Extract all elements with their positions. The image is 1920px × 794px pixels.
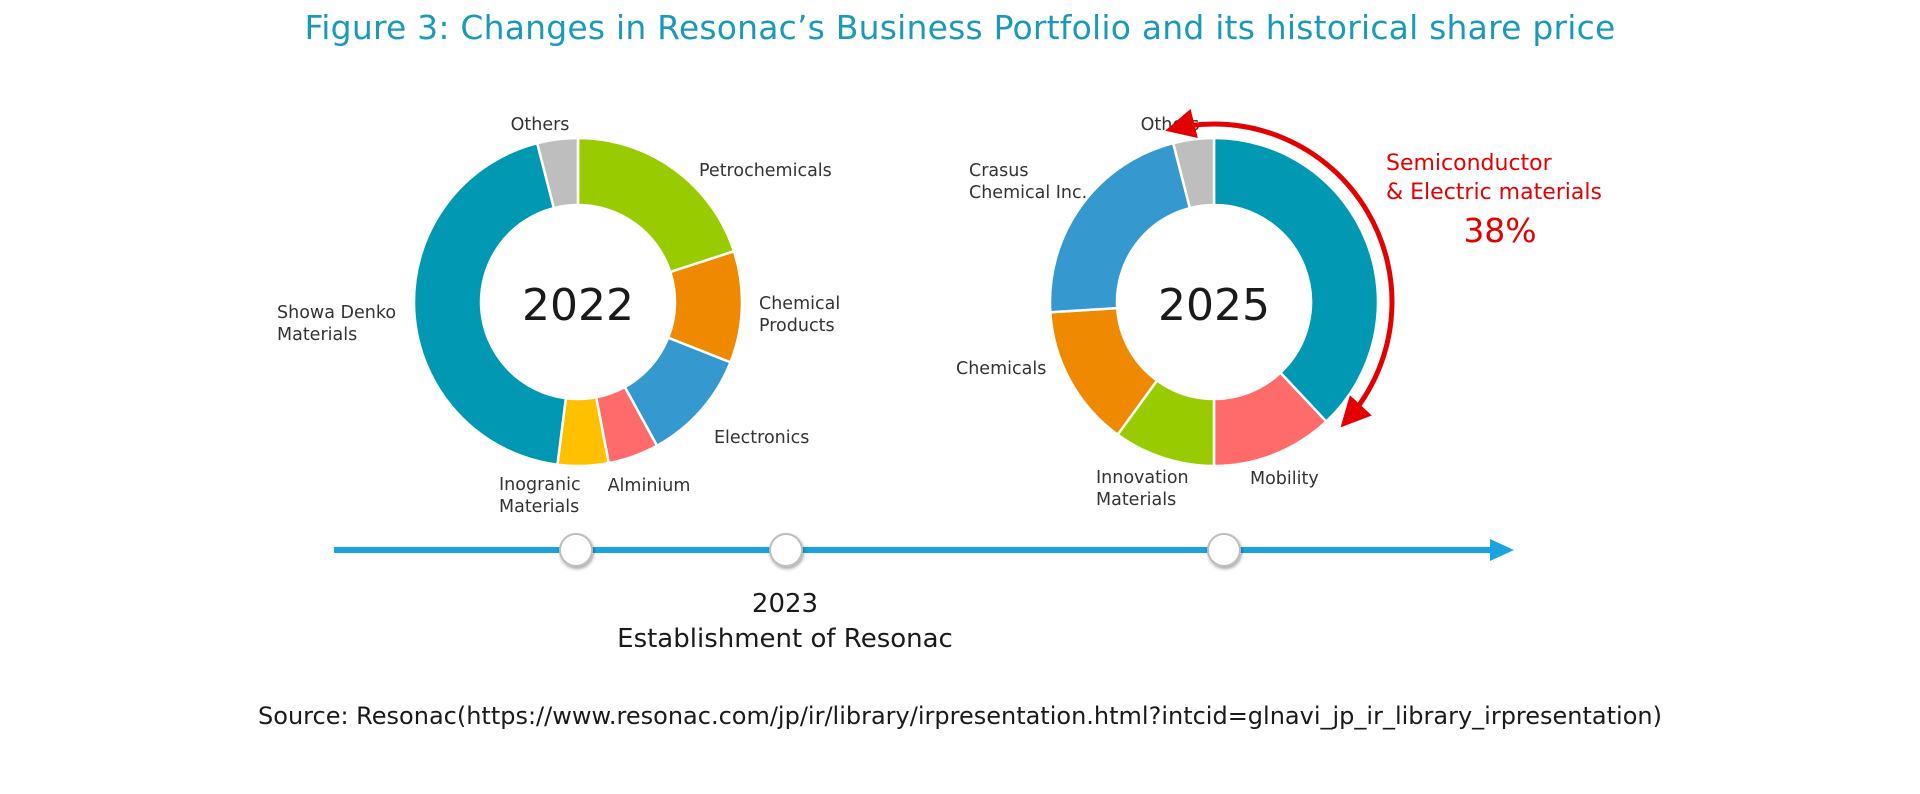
- semiconductor-label-line-2: & Electric materials: [1386, 180, 1602, 205]
- figure-title: Figure 3: Changes in Resonac’s Business …: [304, 8, 1616, 47]
- donut-center-label-2022: 2022: [522, 280, 634, 331]
- timeline-marker-2023: [769, 533, 803, 567]
- milestone-label: Establishment of Resonac: [617, 624, 953, 654]
- slice-label-showa-denko-materials: Showa Denko Materials: [277, 303, 396, 345]
- donut-center-label-2025: 2025: [1158, 280, 1270, 331]
- slice-label-petrochemicals: Petrochemicals: [699, 161, 832, 181]
- slice-label-crasus-chemical-inc: Crasus Chemical Inc.: [969, 161, 1087, 203]
- timeline-marker: [559, 533, 593, 567]
- timeline-marker: [1207, 533, 1241, 567]
- slice-label-alminium: Alminium: [608, 476, 691, 496]
- semiconductor-label-line-1: Semiconductor: [1386, 151, 1553, 176]
- source-note: Source: Resonac(https://www.resonac.com/…: [258, 702, 1662, 730]
- donut-slice-others: [535, 136, 580, 210]
- semiconductor-share-value: 38%: [1463, 211, 1536, 250]
- semiconductor-share-arrow: [1165, 108, 1395, 428]
- slice-label-electronics: Electronics: [714, 428, 809, 448]
- slice-label-others: Others: [511, 115, 570, 135]
- donut-2022: Petrochemicals Chemical Products Electronic…: [277, 115, 840, 517]
- donut-slice-petrochemicals: [576, 136, 736, 274]
- slice-label-chemicals: Chemicals: [956, 359, 1046, 379]
- milestone-year: 2023: [752, 589, 818, 619]
- slice-label-chemical-products: Chemical Products: [759, 294, 840, 336]
- slice-label-inogranic-materials: Inogranic Materials: [499, 475, 581, 517]
- donut-slice-showa-denko-materials: [412, 141, 568, 467]
- slice-label-mobility: Mobility: [1250, 469, 1319, 489]
- timeline: 2023 Establishment of Resonac: [334, 533, 1514, 654]
- slice-label-innovation-materials: Innovation Materials: [1096, 468, 1189, 510]
- timeline-arrowhead: [1490, 539, 1514, 561]
